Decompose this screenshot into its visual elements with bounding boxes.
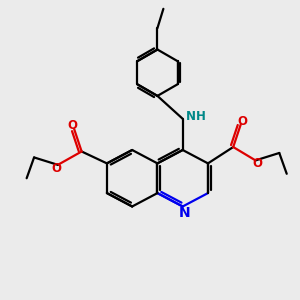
Text: O: O [68,119,77,132]
Text: O: O [252,158,262,170]
Text: N: N [186,110,196,123]
Text: O: O [51,162,61,175]
Text: H: H [196,110,206,123]
Text: N: N [178,206,190,220]
Text: O: O [237,115,248,128]
